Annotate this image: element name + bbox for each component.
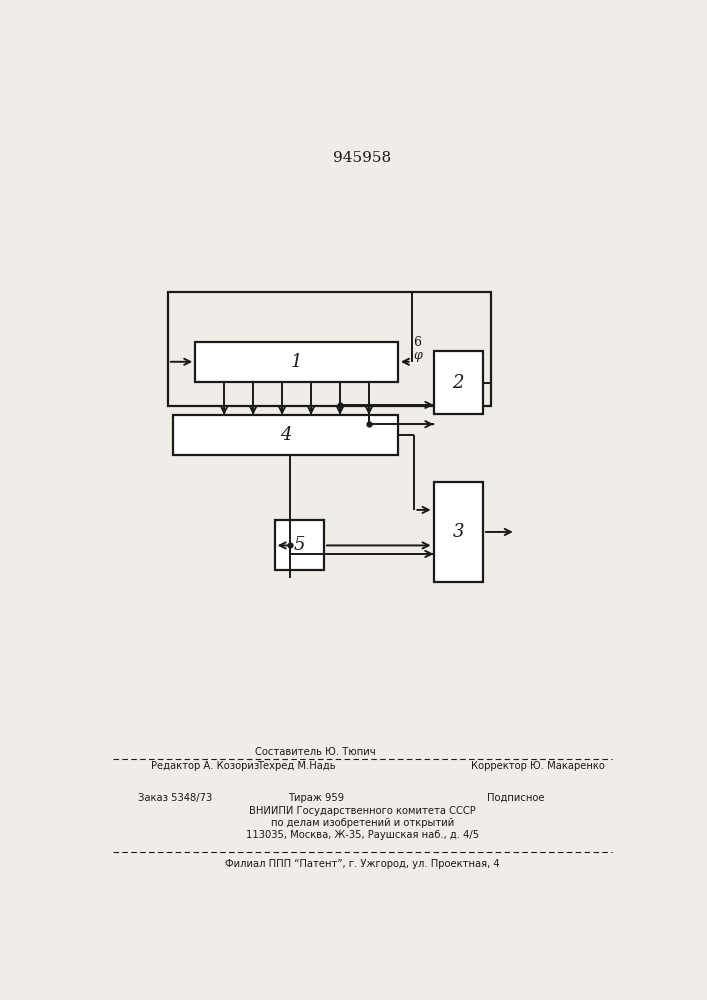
Text: Филиал ППП “Патент”, г. Ужгород, ул. Проектная, 4: Филиал ППП “Патент”, г. Ужгород, ул. Про… (225, 859, 500, 869)
Text: Техред М.Надь: Техред М.Надь (257, 761, 336, 771)
Text: 1: 1 (291, 353, 303, 371)
Text: 945958: 945958 (333, 151, 392, 165)
Text: Подписное: Подписное (487, 793, 544, 803)
FancyBboxPatch shape (275, 520, 324, 570)
FancyBboxPatch shape (433, 482, 483, 582)
Text: Составитель Ю. Тюпич: Составитель Ю. Тюпич (255, 747, 376, 757)
Text: по делам изобретений и открытий: по делам изобретений и открытий (271, 818, 454, 828)
Text: 3: 3 (452, 523, 464, 541)
Text: 6: 6 (414, 336, 421, 349)
Text: ВНИИПИ Государственного комитета СССР: ВНИИПИ Государственного комитета СССР (249, 806, 476, 816)
Text: 4: 4 (280, 426, 291, 444)
Text: 2: 2 (452, 374, 464, 392)
Text: Заказ 5348/73: Заказ 5348/73 (138, 793, 212, 803)
Text: Редактор А. Козориз: Редактор А. Козориз (151, 761, 259, 771)
Text: 5: 5 (293, 536, 305, 554)
FancyBboxPatch shape (195, 342, 398, 382)
Text: φ: φ (414, 349, 422, 362)
FancyBboxPatch shape (433, 351, 483, 414)
Text: Тираж 959: Тираж 959 (288, 793, 344, 803)
Text: 113035, Москва, Ж-35, Раушская наб., д. 4/5: 113035, Москва, Ж-35, Раушская наб., д. … (246, 830, 479, 840)
Text: Корректор Ю. Макаренко: Корректор Ю. Макаренко (471, 761, 604, 771)
FancyBboxPatch shape (173, 415, 398, 455)
